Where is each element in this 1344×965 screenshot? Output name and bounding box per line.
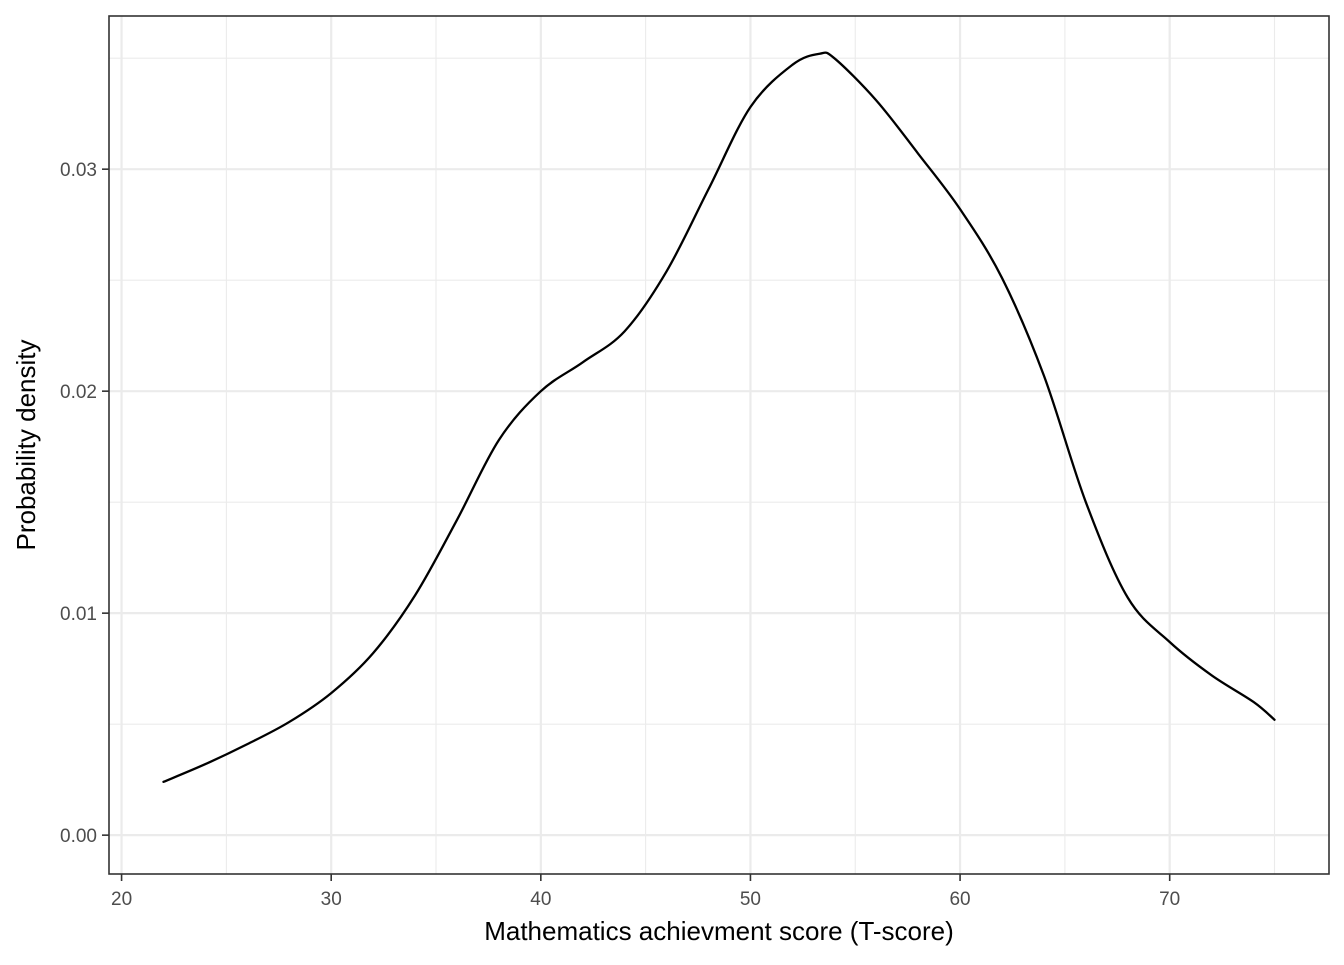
y-tick-label: 0.02 [60,382,97,403]
x-tick-label: 30 [321,889,342,910]
minor-grid [109,16,1329,874]
density-line [162,51,1276,784]
x-tick-label: 50 [740,889,761,910]
x-axis: 20 30 40 50 60 70 [111,874,1180,910]
y-axis: 0.00 0.01 0.02 0.03 [60,160,109,847]
major-grid [109,16,1329,874]
x-tick-label: 60 [949,889,970,910]
x-tick-label: 70 [1159,889,1180,910]
panel-border [108,15,1330,875]
y-tick-label: 0.03 [60,160,97,181]
x-axis-title: Mathematics achievment score (T-score) [484,916,954,946]
y-tick-label: 0.00 [60,826,97,847]
y-tick-label: 0.01 [60,604,97,625]
x-tick-label: 40 [530,889,551,910]
x-tick-label: 20 [111,889,132,910]
y-axis-title: Probability density [11,340,41,551]
series-layer [162,51,1276,784]
